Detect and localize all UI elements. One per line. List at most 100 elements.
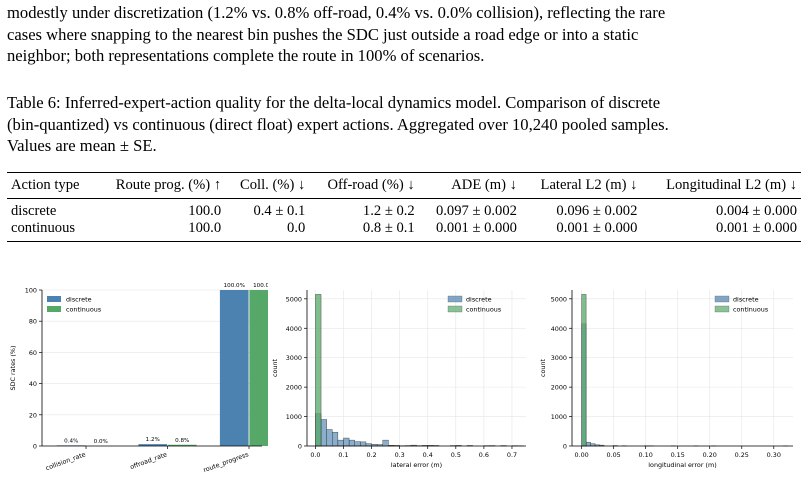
y-tick-label: 20 [29, 411, 37, 419]
x-tick-label: 0.5 [451, 451, 461, 459]
header-offroad: Off-road (%) ↓ [309, 172, 419, 199]
table-cell: 0.0 [225, 220, 310, 242]
histogram-bar [332, 431, 339, 447]
legend-label: discrete [466, 296, 492, 304]
y-tick-label: 80 [29, 318, 37, 326]
x-tick-label: 0.7 [507, 451, 517, 459]
paragraph-line-3: neighbor; both representations complete … [7, 46, 485, 66]
x-tick-label: 0.0 [310, 451, 320, 459]
histogram-bar [585, 441, 591, 447]
bar-value-label: 0.8% [175, 438, 189, 444]
sdc-rates-bar-chart: 0 20 40 60 80 100 0.4% 1.2% 100.0% 0.0% 0.8% 100.0%… [9, 283, 268, 474]
lateral-error-histogram: 0 1000 2000 3000 4000 5000 0.0 0.1 0.2 0.3 0.4 0.5 0… [271, 290, 526, 469]
header-ade: ADE (m) ↓ [418, 172, 521, 199]
x-tick-label: 0.1 [338, 451, 348, 459]
histogram-bar [360, 441, 367, 447]
x-tick-label: 0.15 [671, 451, 685, 459]
table-cell: 0.004 ± 0.000 [716, 203, 797, 219]
table-cell: 0.097 ± 0.002 [435, 203, 517, 219]
header-collision: Coll. (%) ↓ [225, 172, 310, 199]
histogram-bar [382, 439, 389, 447]
header-lateral-l2: Lateral L2 (m) ↓ [520, 172, 642, 199]
x-tick-label: 0.30 [767, 451, 781, 459]
legend-swatch [47, 296, 61, 302]
longitudinal-error-histogram: 0 1000 2000 3000 4000 5000 0.00 0.05 0.10 0.15 0.2… [539, 290, 793, 469]
bar-value-label: 100.0% [224, 283, 245, 289]
x-tick-label: 0.3 [395, 451, 405, 459]
legend-label: continuous [466, 306, 502, 314]
histogram-bar [354, 441, 361, 447]
legend-swatch [447, 295, 463, 303]
x-tick-label: offroad_rate [129, 450, 168, 471]
x-axis-label: lateral error (m) [391, 461, 442, 469]
y-tick-label: 4000 [551, 325, 567, 333]
y-tick-label: 5000 [551, 295, 567, 303]
histogram-bar [326, 429, 333, 447]
y-tick-label: 1000 [286, 413, 302, 421]
x-tick-label: 0.6 [479, 451, 489, 459]
y-tick-label: 100 [25, 287, 37, 295]
histogram-bar [337, 439, 344, 447]
x-axis-label: longitudinal error (m) [648, 461, 716, 469]
x-tick-label: 0.00 [574, 451, 588, 459]
bar [249, 290, 268, 446]
table-row: continuous 100.0 0.0 0.8 ± 0.1 0.001 ± 0… [7, 220, 801, 242]
table-cell: 1.2 ± 0.2 [362, 203, 415, 219]
x-tick-label: 0.20 [703, 451, 717, 459]
y-tick-label: 5000 [286, 295, 302, 303]
y-tick-label: 0 [298, 443, 302, 451]
legend-label: discrete [733, 296, 759, 304]
legend-label: continuous [66, 306, 102, 314]
histogram-bar [348, 439, 355, 447]
bar-value-label: 1.2% [146, 437, 160, 443]
histogram-bar [320, 419, 327, 447]
legend-swatch [47, 306, 61, 312]
x-tick-label: 0.2 [366, 451, 376, 459]
bar-value-label: 0.4% [64, 438, 78, 444]
legend-swatch [447, 305, 463, 313]
table-cell: 100.0 [94, 220, 226, 242]
legend-swatch [714, 295, 730, 303]
table-row: discrete 100.0 0.4 ± 0.1 1.2 ± 0.2 0.097… [7, 199, 801, 221]
y-tick-label: 2000 [551, 384, 567, 392]
caption-line-3: Values are mean ± SE. [7, 136, 157, 156]
table-cell: continuous [7, 220, 95, 242]
table-caption: Table 6: Inferred-expert-action quality … [7, 92, 803, 157]
y-tick-label: 3000 [551, 354, 567, 362]
histogram-bar [581, 294, 587, 447]
table-header-row: Action type Route prog. (%) ↑ Coll. (%) … [7, 172, 801, 199]
x-tick-label: 0.4 [423, 451, 433, 459]
y-tick-label: 40 [29, 380, 37, 388]
bar [138, 444, 168, 446]
x-tick-label: 0.05 [607, 451, 621, 459]
table-cell: 0.8 ± 0.1 [309, 220, 419, 242]
y-tick-label: 3000 [286, 354, 302, 362]
table-cell: discrete [11, 203, 57, 219]
bar [219, 290, 249, 446]
table-cell: 0.4 ± 0.1 [253, 203, 306, 219]
results-table: Action type Route prog. (%) ↑ Coll. (%) … [7, 172, 801, 242]
x-tick-label: collision_rate [44, 450, 86, 472]
legend-label: discrete [66, 296, 92, 304]
x-tick-label: 0.25 [735, 451, 749, 459]
results-table-wrapper: Action type Route prog. (%) ↑ Coll. (%) … [7, 172, 801, 242]
histogram-bar [343, 437, 350, 447]
body-paragraph: modestly under discretization (1.2% vs. … [7, 2, 803, 67]
table-cell: 0.001 ± 0.000 [520, 220, 642, 242]
y-axis-label: count [271, 358, 279, 377]
y-tick-label: 0 [33, 443, 37, 451]
y-axis-label: count [539, 358, 547, 377]
header-action-type: Action type [7, 172, 95, 199]
y-tick-label: 2000 [286, 384, 302, 392]
legend-swatch [714, 305, 730, 313]
y-tick-label: 4000 [286, 325, 302, 333]
table-cell: 0.001 ± 0.000 [641, 220, 801, 242]
table-cell: 100.0 [188, 203, 222, 219]
legend-label: continuous [733, 306, 769, 314]
y-axis-label: SDC rates (%) [9, 346, 17, 391]
x-tick-label: 0.10 [639, 451, 653, 459]
bar-value-label: 100.0% [253, 283, 268, 289]
x-tick-label: route_progress [202, 450, 250, 474]
table-cell: 0.096 ± 0.002 [556, 203, 638, 219]
header-longitudinal-l2: Longitudinal L2 (m) ↓ [641, 172, 801, 199]
